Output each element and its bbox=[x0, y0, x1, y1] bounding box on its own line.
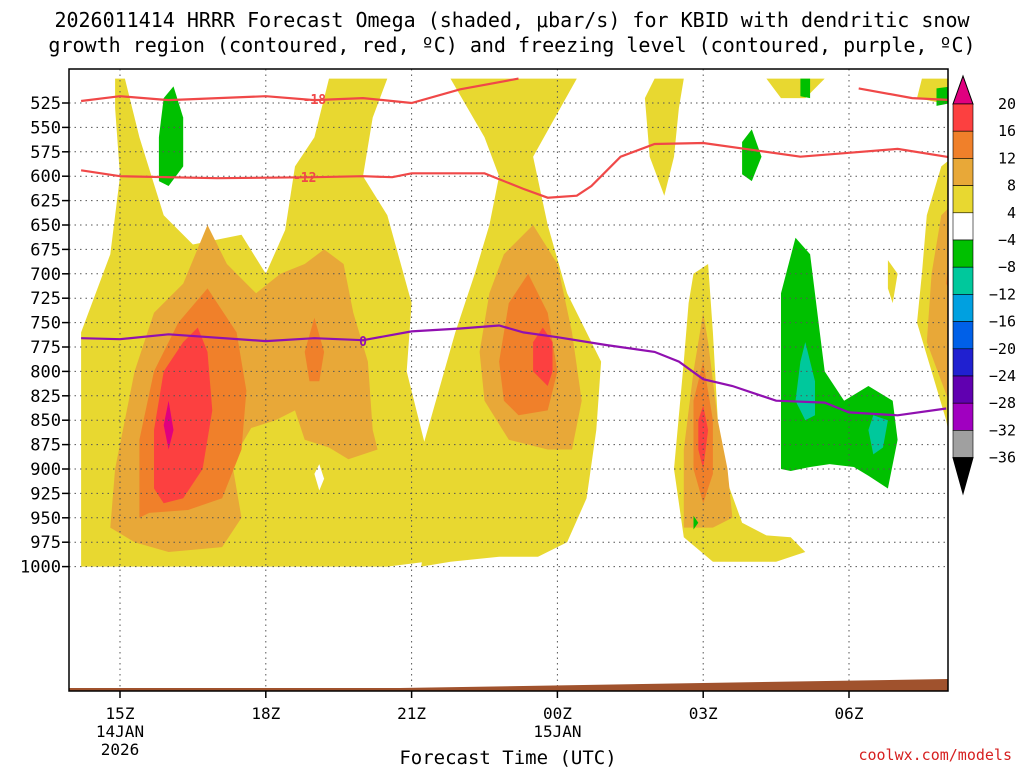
y-tick-label: 1000 bbox=[20, 558, 61, 578]
omega-region-13 bbox=[304, 317, 325, 382]
y-tick-label: 650 bbox=[30, 216, 61, 236]
y-tick-label: 700 bbox=[30, 265, 61, 285]
colorbar-segment bbox=[952, 130, 974, 159]
omega-region-27 bbox=[781, 237, 898, 489]
y-tick-label: 775 bbox=[30, 338, 61, 358]
colorbar-label: −20 bbox=[989, 340, 1016, 358]
omega-region-11 bbox=[926, 208, 948, 400]
colorbar-bottom-arrow bbox=[952, 457, 974, 496]
omega-region-21 bbox=[314, 464, 325, 491]
x-tick-sublabel: 2026 bbox=[101, 740, 140, 759]
chart-title-line-1: 2026011414 HRRR Forecast Omega (shaded, … bbox=[54, 8, 970, 32]
colorbar-label: 16 bbox=[998, 122, 1016, 140]
y-tick-label: 525 bbox=[30, 94, 61, 114]
x-axis-title: Forecast Time (UTC) bbox=[399, 747, 616, 768]
y-tick-label: 900 bbox=[30, 460, 61, 480]
colorbar-segment bbox=[952, 212, 974, 241]
colorbar-label: 8 bbox=[1007, 177, 1016, 195]
omega-region-23 bbox=[742, 129, 762, 182]
y-tick-label: 675 bbox=[30, 240, 61, 260]
omega-region-24 bbox=[693, 515, 699, 530]
colorbar: 20 16 12 8 4 −4 −8 −12 −16 −20 −24 −28 −32 −36 bbox=[952, 74, 1016, 496]
omega-region-25 bbox=[800, 78, 811, 99]
plot-frame bbox=[68, 68, 949, 692]
x-tick-label: 21Z bbox=[397, 704, 426, 723]
y-tick-label: 825 bbox=[30, 387, 61, 407]
chart-title-line-2: growth region (contoured, red, ºC) and f… bbox=[48, 33, 975, 57]
colorbar-segment bbox=[952, 348, 974, 377]
y-tick-label: 875 bbox=[30, 436, 61, 456]
y-tick-label: 600 bbox=[30, 167, 61, 187]
y-tick-label: 575 bbox=[30, 143, 61, 163]
colorbar-segment bbox=[952, 158, 974, 186]
y-tick-label: 850 bbox=[30, 411, 61, 431]
colorbar-label: −36 bbox=[989, 449, 1016, 467]
colorbar-segment bbox=[952, 103, 974, 132]
contour-line-1 bbox=[858, 87, 948, 101]
temperature-contours bbox=[80, 77, 948, 417]
contour-line-2 bbox=[80, 141, 948, 199]
colorbar-label: −8 bbox=[998, 258, 1016, 276]
contour-label: -12 bbox=[293, 171, 316, 186]
y-tick-label: 925 bbox=[30, 484, 61, 504]
x-tick-label: 03Z bbox=[689, 704, 718, 723]
colorbar-segment bbox=[952, 185, 974, 214]
gridlines bbox=[69, 69, 948, 691]
y-tick-label: 975 bbox=[30, 533, 61, 553]
y-tick-label: 550 bbox=[30, 118, 61, 138]
colorbar-label: −12 bbox=[989, 285, 1016, 303]
x-tick-label: 06Z bbox=[835, 704, 864, 723]
credit-text: coolwx.com/models bbox=[858, 746, 1012, 764]
colorbar-label: −24 bbox=[989, 367, 1016, 385]
omega-region-20 bbox=[163, 400, 174, 450]
terrain-surface bbox=[69, 679, 948, 691]
colorbar-segment bbox=[952, 375, 974, 404]
colorbar-label: 4 bbox=[1007, 204, 1016, 222]
y-tick-label: 950 bbox=[30, 509, 61, 529]
y-tick-label: 750 bbox=[30, 314, 61, 334]
colorbar-segment bbox=[952, 402, 974, 431]
colorbar-segment bbox=[952, 430, 974, 458]
terrain bbox=[69, 679, 948, 691]
omega-region-26 bbox=[936, 86, 948, 106]
x-tick-sublabel: 14JAN bbox=[96, 722, 144, 741]
y-tick-label: 625 bbox=[30, 192, 61, 212]
colorbar-segment bbox=[952, 321, 974, 350]
x-tick-sublabel: 15JAN bbox=[533, 722, 581, 741]
contour-label: 0 bbox=[359, 335, 367, 350]
omega-region-22 bbox=[158, 86, 184, 186]
colorbar-label: −16 bbox=[989, 313, 1016, 331]
x-tick-label: 18Z bbox=[251, 704, 280, 723]
omega-region-4 bbox=[766, 78, 825, 99]
contour-line-0 bbox=[80, 77, 519, 105]
x-tick-label: 00Z bbox=[543, 704, 572, 723]
contour-line-3 bbox=[81, 324, 947, 417]
omega-region-7 bbox=[887, 260, 898, 304]
colorbar-segment bbox=[952, 266, 974, 295]
colorbar-label: −32 bbox=[989, 421, 1016, 439]
y-tick-label: 800 bbox=[30, 362, 61, 382]
y-tick-label: 725 bbox=[30, 289, 61, 309]
y-axis: 525 550 575 600 625 650 675 700 725 750 775 800 825 8… bbox=[20, 94, 69, 578]
colorbar-segment bbox=[952, 294, 974, 322]
colorbar-label: 20 bbox=[998, 95, 1016, 113]
colorbar-label: −28 bbox=[989, 394, 1016, 412]
colorbar-label: 12 bbox=[998, 149, 1016, 167]
x-tick-label: 15Z bbox=[106, 704, 135, 723]
contour-label: -18 bbox=[303, 93, 327, 108]
contour-labels: -18 -12 0 bbox=[293, 93, 367, 350]
omega-region-19 bbox=[698, 405, 709, 469]
omega-region-2 bbox=[644, 78, 684, 196]
colorbar-segment bbox=[952, 239, 974, 268]
colorbar-label: −4 bbox=[998, 231, 1016, 249]
